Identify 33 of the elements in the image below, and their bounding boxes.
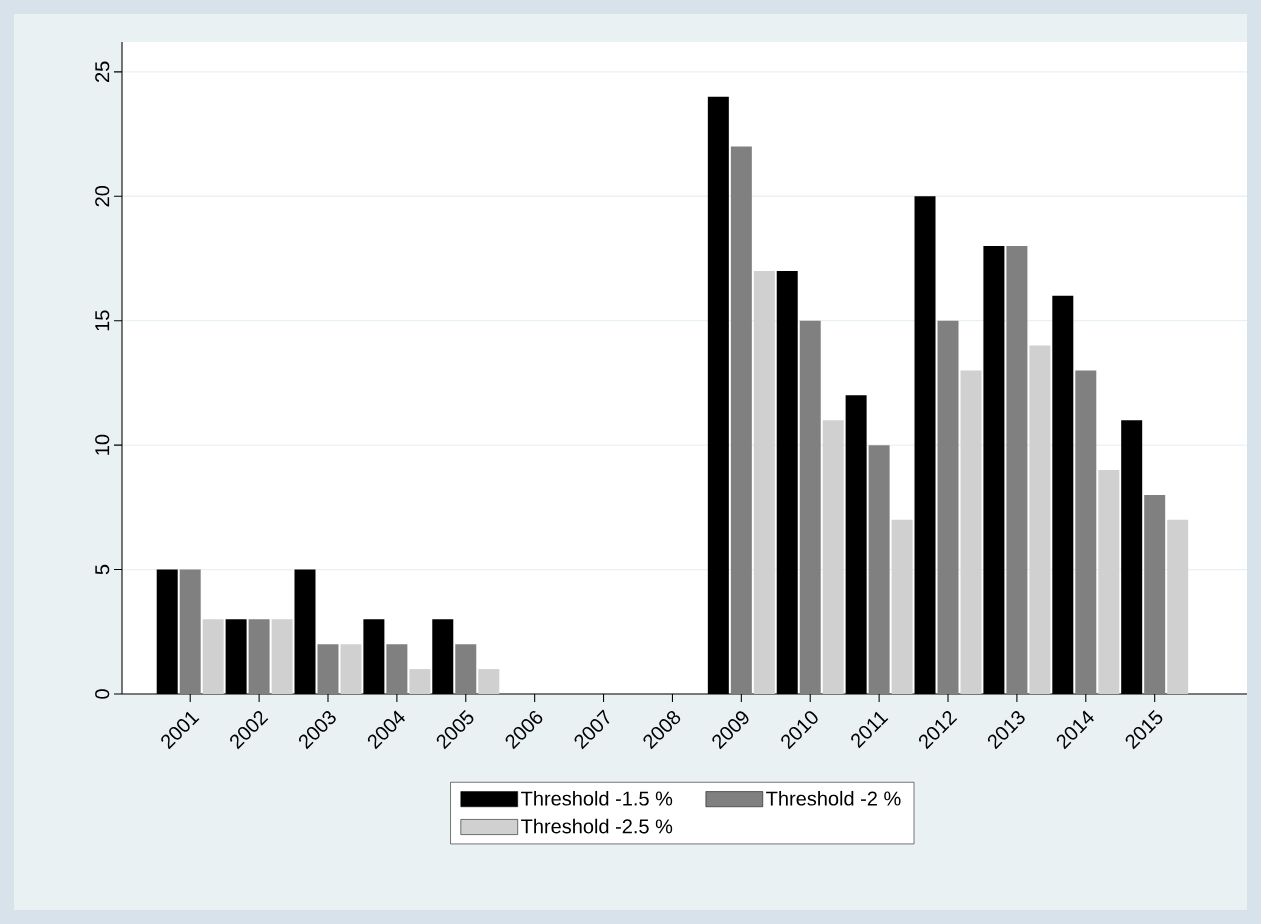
bar <box>1029 345 1051 694</box>
bar <box>822 420 844 694</box>
bar <box>730 146 752 694</box>
y-tick-label: 5 <box>95 564 110 575</box>
bar <box>799 320 821 694</box>
y-tick-label: 10 <box>95 434 110 455</box>
bar <box>1098 470 1120 694</box>
bar <box>1144 494 1166 694</box>
bar <box>891 519 913 694</box>
y-tick-label: 15 <box>95 310 110 331</box>
bar <box>1075 370 1097 694</box>
bar <box>340 644 362 694</box>
bar <box>202 619 224 694</box>
bar <box>753 270 775 694</box>
bar <box>455 644 477 694</box>
y-tick-label: 0 <box>95 689 110 699</box>
bar <box>1006 246 1028 694</box>
y-tick-label: 20 <box>95 185 110 207</box>
bar <box>409 669 431 694</box>
bar <box>386 644 408 694</box>
bar <box>937 320 959 694</box>
bar <box>317 644 339 694</box>
legend-label: Threshold -1.5 % <box>521 790 673 806</box>
bar <box>248 619 270 694</box>
legend-label: Threshold -2 % <box>766 790 901 806</box>
bar <box>1167 519 1189 694</box>
bar <box>868 445 890 694</box>
bar <box>960 370 982 694</box>
y-tick-label: 25 <box>95 61 110 82</box>
bar <box>271 619 293 694</box>
bar <box>478 669 500 694</box>
bar <box>179 569 201 694</box>
legend-label: Threshold -2.5 % <box>521 818 673 834</box>
